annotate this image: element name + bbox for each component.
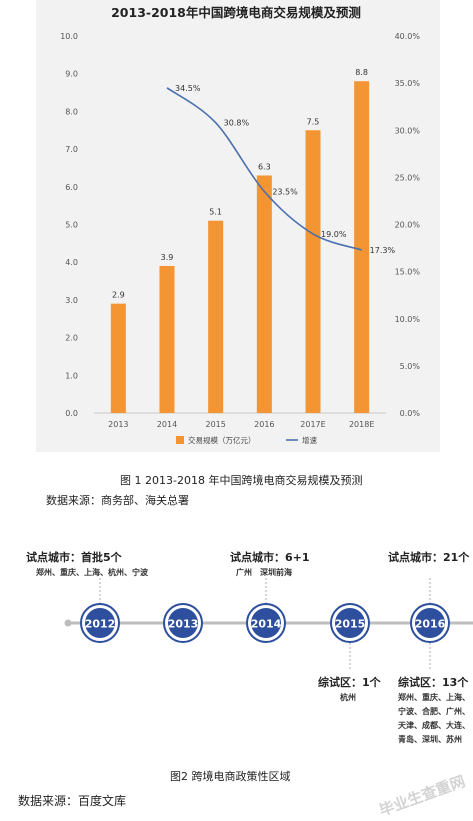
figure-2-source: 数据来源：百度文库 [18,794,127,808]
bar [159,265,175,413]
bar-line-chart: 2013-2018年中国跨境电商交易规模及预测 0.0 1.0 2.0 3.0 4.0 5.… [60,5,421,445]
bar [305,130,321,413]
bar-value-label: 2.9 [112,291,125,300]
x-tick-label: 2016 [254,420,274,429]
x-tick-label: 2015 [205,420,225,429]
y-left-tick-label: 5.0 [65,221,78,230]
zone-title: 综试区：1个 [318,675,382,689]
pilot-city-detail: 郑州、重庆、上海、杭州、宁波 [36,567,149,577]
y-left-tick-label: 7.0 [65,145,78,154]
year-label: 2012 [85,618,116,631]
pilot-city-detail: 广州 深圳前海 [236,567,292,577]
legend-label-bars: 交易规模（万亿元） [188,435,256,445]
zone-detail-line: 宁波、合肥、广州、 [398,706,470,716]
timeline-diagram: 2012 2013 2014 2015 2016试点城市：首批5个郑州、重庆、上海、杭州… [26,550,473,744]
policy-timeline: 2012 2013 2014 2015 2016 试点城市：首批5个 郑州、重庆、上海、杭州… [0,535,473,770]
year-circle [85,608,115,638]
legend-label-line: 增速 [302,435,317,445]
chart-panel: 2013-2018年中国跨境电商交易规模及预测 0.0 1.0 2.0 3.0 4.0 5.… [36,0,440,452]
y-left-tick-label: 3.0 [65,296,78,305]
bar-value-label: 8.8 [355,68,368,77]
bar-value-label: 3.9 [161,253,174,262]
legend-swatch-bars [176,436,184,444]
year-circle [168,608,198,638]
figure-1-caption: 图 1 2013-2018 年中国跨境电商交易规模及预测 [120,474,363,487]
timeline-start-dot [64,619,72,627]
year-label: 2016 [415,618,446,631]
y-right-tick-label: 40.0% [395,32,421,41]
bar-value-label: 6.3 [258,162,271,171]
line-value-label: 23.5% [272,188,298,197]
x-tick-label: 2014 [157,420,177,429]
bar [110,303,126,413]
x-tick-label: 2013 [108,420,128,429]
zone-detail-line: 郑州、重庆、上海、 [398,692,470,702]
bar [354,81,370,414]
y-left-tick-label: 8.0 [65,107,78,116]
y-left-tick-label: 10.0 [60,32,78,41]
y-left-tick-label: 0.0 [65,409,78,418]
y-right-tick-label: 15.0% [395,268,421,277]
line-value-label: 30.8% [224,119,250,128]
zone-detail-line: 杭州 [340,692,356,702]
zone-detail-line: 天津、成都、大连、 [398,720,470,730]
y-left-tick-label: 6.0 [65,183,78,192]
zone-title: 综试区：13个 [398,675,469,689]
y-right-tick-label: 5.0% [400,362,421,371]
year-label: 2014 [251,618,282,631]
bar [256,175,272,413]
bar-value-label: 5.1 [209,208,222,217]
watermark: 毕业生查重网 [376,772,468,820]
y-right-tick-label: 0.0% [400,409,421,418]
pilot-city-title: 试点城市：首批5个 [26,550,123,564]
y-right-tick-label: 35.0% [395,79,421,88]
line-value-label: 17.3% [370,246,396,255]
year-circle [415,608,445,638]
zone-detail-line: 青岛、深圳、苏州 [398,734,462,744]
bar-value-label: 7.5 [307,117,320,126]
figure-2-caption: 图2 跨境电商政策性区域 [170,770,291,783]
chart-title: 2013-2018年中国跨境电商交易规模及预测 [111,5,361,20]
y-left-tick-label: 1.0 [65,371,78,380]
x-tick-label: 2018E [349,420,374,429]
bar [208,220,224,413]
pilot-city-title: 试点城市：6+1 [230,550,310,564]
year-label: 2015 [335,618,366,631]
y-left-tick-label: 9.0 [65,70,78,79]
year-label: 2013 [168,618,199,631]
figure-1-source: 数据来源：商务部、海关总署 [46,494,189,507]
y-left-tick-label: 2.0 [65,334,78,343]
year-circle [251,608,281,638]
growth-line [166,87,362,251]
y-right-tick-label: 30.0% [395,126,421,135]
year-circle [335,608,365,638]
pilot-city-title: 试点城市：21个 [388,550,470,564]
y-right-tick-label: 20.0% [395,221,421,230]
x-tick-label: 2017E [300,420,325,429]
y-right-tick-label: 25.0% [395,173,421,182]
line-value-label: 34.5% [175,84,201,93]
line-value-label: 19.0% [321,230,347,239]
y-left-tick-label: 4.0 [65,258,78,267]
y-right-tick-label: 10.0% [395,315,421,324]
